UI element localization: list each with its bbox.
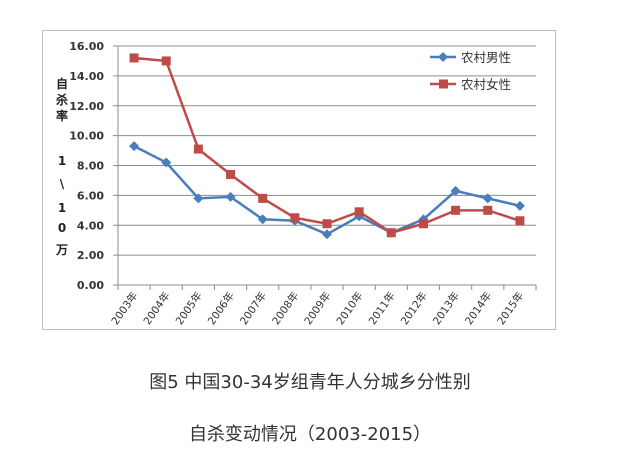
x-tick-label: 2003年 bbox=[109, 289, 141, 327]
x-tick-label: 2010年 bbox=[334, 289, 366, 327]
data-point bbox=[482, 193, 493, 204]
legend-marker bbox=[438, 52, 448, 62]
data-point bbox=[451, 205, 461, 215]
data-point bbox=[386, 228, 396, 238]
legend-label: 农村女性 bbox=[461, 77, 511, 92]
data-point bbox=[129, 53, 139, 63]
y-tick-label: 10.00 bbox=[69, 130, 104, 143]
y-axis-label-char: 1 bbox=[58, 201, 66, 215]
caption-line-2: 自杀变动情况（2003-2015） bbox=[188, 424, 432, 445]
x-tick-label: 2014年 bbox=[462, 289, 494, 327]
x-tick-label: 2011年 bbox=[366, 289, 398, 327]
data-point bbox=[258, 193, 268, 203]
y-tick-label: 6.00 bbox=[77, 189, 104, 202]
data-point bbox=[418, 219, 428, 229]
y-tick-label: 4.00 bbox=[77, 219, 104, 232]
data-point bbox=[354, 207, 364, 217]
y-axis-label-char: 率 bbox=[56, 108, 68, 123]
data-point bbox=[129, 141, 140, 152]
data-point bbox=[193, 144, 203, 154]
y-tick-label: 0.00 bbox=[77, 279, 104, 292]
chart-frame bbox=[42, 30, 556, 330]
x-tick-label: 2004年 bbox=[141, 289, 173, 327]
y-axis-label-char: 1 bbox=[58, 154, 66, 168]
x-tick-label: 2006年 bbox=[205, 289, 237, 327]
data-point bbox=[483, 205, 493, 215]
legend-label: 农村男性 bbox=[461, 50, 511, 65]
x-tick-label: 2013年 bbox=[430, 289, 462, 327]
caption-line-1: 图5 中国30-34岁组青年人分城乡分性别 bbox=[149, 372, 471, 393]
data-point bbox=[161, 56, 171, 66]
x-tick-label: 2008年 bbox=[269, 289, 301, 327]
y-axis-label-char: 万 bbox=[55, 243, 68, 257]
y-axis-label-char: 自 bbox=[56, 76, 68, 91]
data-point bbox=[514, 200, 525, 211]
line-chart: 0.00 2.00 4.00 6.00 8.00 10.00 12.00 14.00 16.00… bbox=[55, 40, 537, 327]
x-tick-label: 2012年 bbox=[398, 289, 430, 327]
data-point bbox=[322, 229, 332, 240]
data-point bbox=[226, 169, 236, 179]
data-point bbox=[322, 219, 332, 229]
data-point bbox=[257, 214, 268, 225]
x-tick-label: 2005年 bbox=[173, 289, 205, 327]
y-axis-label-char: 0 bbox=[58, 221, 66, 235]
y-axis-label-char: 杀 bbox=[56, 92, 68, 107]
data-point bbox=[225, 191, 236, 202]
x-tick-label: 2015年 bbox=[494, 289, 526, 327]
legend-marker bbox=[439, 79, 448, 89]
x-tick-label: 2009年 bbox=[301, 289, 333, 327]
y-tick-label: 12.00 bbox=[69, 100, 104, 113]
data-point bbox=[290, 213, 300, 223]
data-point bbox=[161, 157, 172, 168]
y-tick-label: 16.00 bbox=[69, 40, 104, 53]
y-axis-label-char: \ bbox=[60, 177, 65, 191]
y-tick-label: 2.00 bbox=[77, 249, 104, 262]
data-point bbox=[193, 193, 204, 204]
y-tick-label: 14.00 bbox=[69, 70, 104, 83]
x-tick-label: 2007年 bbox=[237, 289, 269, 327]
y-tick-label: 8.00 bbox=[77, 160, 104, 173]
data-point bbox=[450, 185, 461, 196]
data-point bbox=[515, 216, 525, 226]
